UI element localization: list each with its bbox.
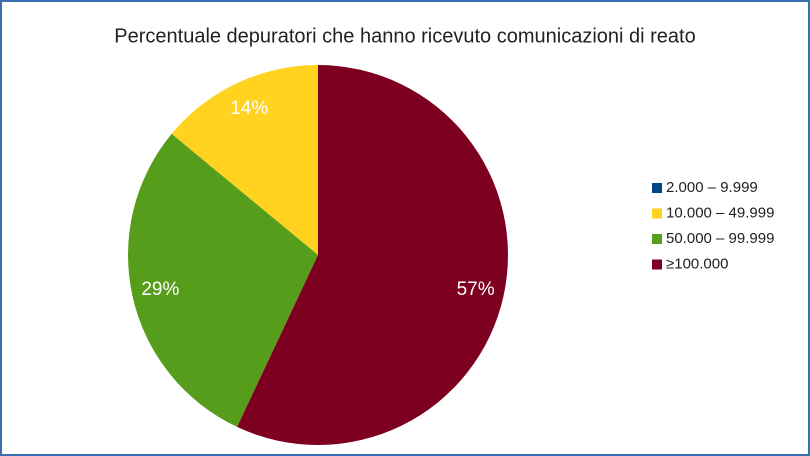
legend-label: 2.000 – 9.999 <box>666 179 758 196</box>
legend-label: 50.000 – 99.999 <box>666 230 774 247</box>
legend-label: 10.000 – 49.999 <box>666 204 774 221</box>
legend-swatch <box>652 208 662 219</box>
chart-title: Percentuale depuratori che hanno ricevut… <box>114 25 695 47</box>
slice-label: 29% <box>141 279 179 300</box>
pie-slice <box>127 133 318 427</box>
legend-swatch <box>652 234 662 244</box>
pie-slice <box>237 65 508 445</box>
legend-swatch <box>652 183 662 193</box>
legend-swatch <box>652 259 662 270</box>
pie-slice <box>171 65 318 255</box>
slice-label: 57% <box>457 279 495 300</box>
slice-label: 14% <box>230 98 268 119</box>
legend-label: ≥100.000 <box>666 255 728 272</box>
